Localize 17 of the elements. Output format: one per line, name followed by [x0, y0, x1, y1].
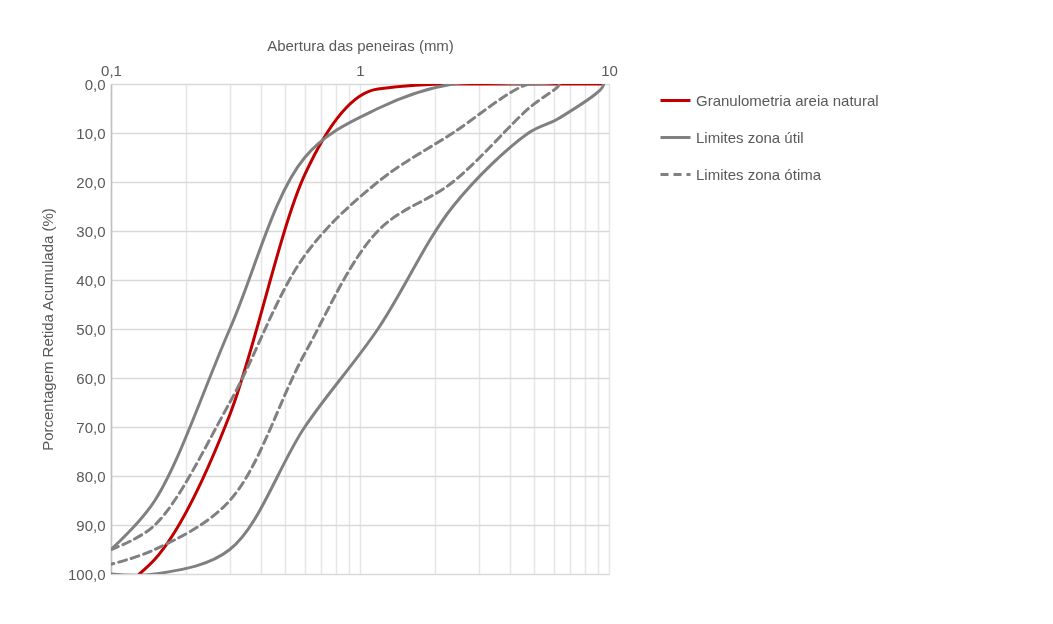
y-tick-label: 10,0 — [76, 124, 106, 142]
legend-label: Limites zona ótima — [696, 165, 822, 183]
y-tick-label: 30,0 — [76, 222, 106, 240]
y-tick-label: 100,0 — [67, 565, 106, 583]
y-axis-title: Porcentagem Retida Acumulada (%) — [38, 208, 56, 451]
y-tick-label: 90,0 — [76, 516, 106, 534]
y-tick-label: 80,0 — [76, 467, 106, 485]
x-axis-title: Abertura das peneiras (mm) — [267, 36, 454, 54]
y-tick-label: 70,0 — [76, 418, 106, 436]
legend-label: Granulometria areia natural — [696, 91, 879, 109]
y-tick-label: 60,0 — [76, 369, 106, 387]
y-tick-label: 20,0 — [76, 173, 106, 191]
legend-label: Limites zona útil — [696, 128, 804, 146]
y-tick-label: 40,0 — [76, 271, 106, 289]
x-tick-label: 1 — [356, 61, 365, 79]
y-tick-label: 50,0 — [76, 320, 106, 338]
x-tick-label: 10 — [601, 61, 618, 79]
